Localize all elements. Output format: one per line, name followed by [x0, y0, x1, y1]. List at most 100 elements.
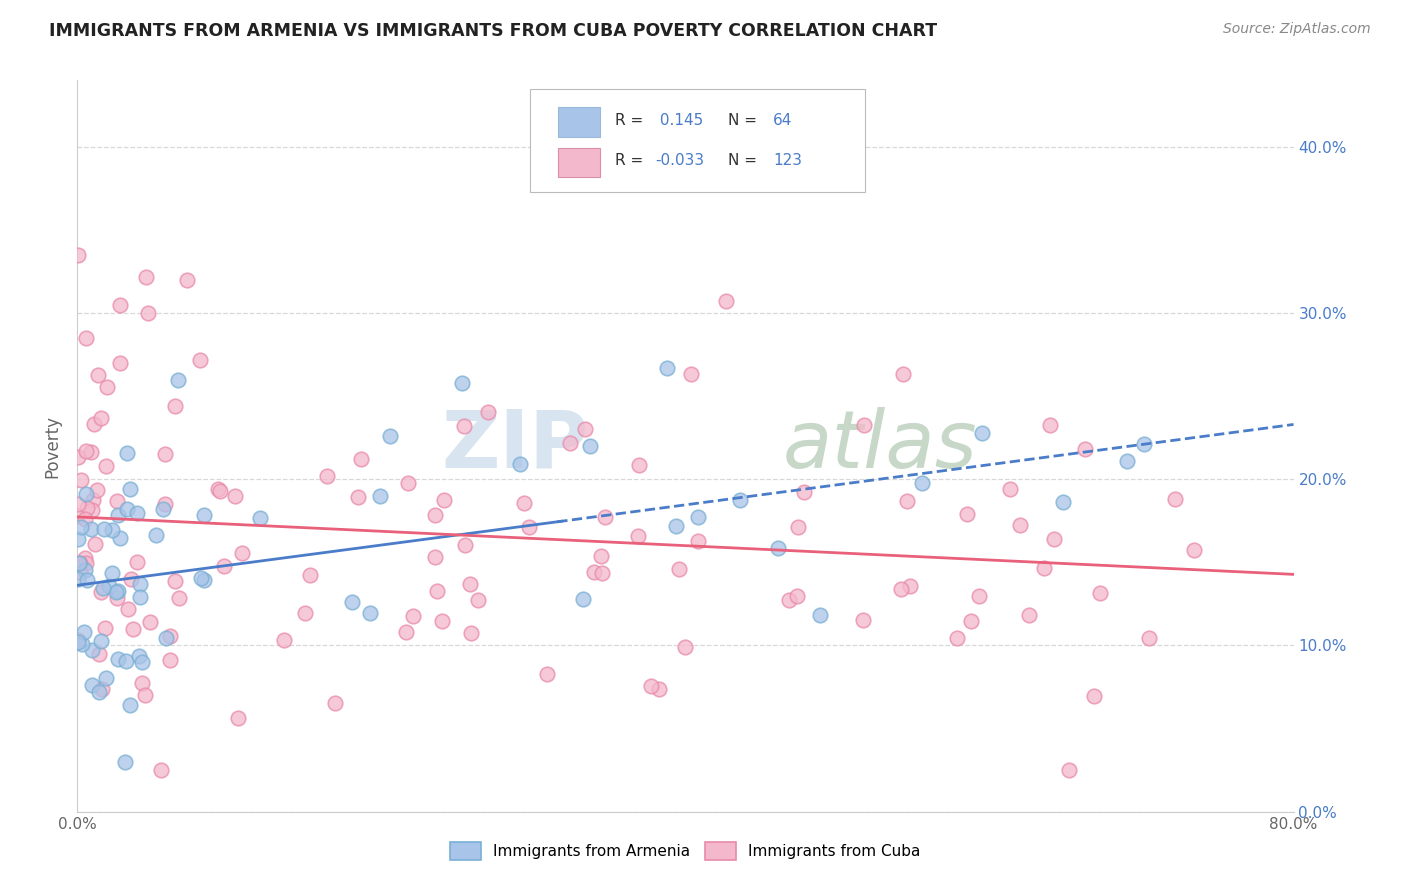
Point: [423, 508, 446, 522]
Point: [793, 484, 815, 499]
Point: [454, 538, 477, 552]
Point: [786, 519, 808, 533]
Point: [75, 444, 97, 458]
Point: [560, 436, 582, 450]
Point: [66, 248, 89, 262]
Point: [128, 649, 150, 664]
Point: [298, 567, 321, 582]
Text: IMMIGRANTS FROM ARMENIA VS IMMIGRANTS FROM CUBA POVERTY CORRELATION CHART: IMMIGRANTS FROM ARMENIA VS IMMIGRANTS FR…: [49, 22, 938, 40]
Point: [108, 298, 131, 312]
Point: [190, 571, 212, 585]
Point: [477, 405, 499, 419]
Point: [83, 417, 105, 432]
Point: [688, 534, 710, 549]
Point: [193, 508, 215, 523]
Point: [896, 493, 918, 508]
Text: Source: ZipAtlas.com: Source: ZipAtlas.com: [1223, 22, 1371, 37]
Point: [94, 621, 117, 635]
Point: [176, 273, 198, 287]
Point: [118, 483, 141, 497]
Point: [998, 482, 1021, 496]
Text: N =: N =: [728, 153, 762, 169]
Point: [425, 550, 447, 565]
Point: [155, 497, 177, 511]
Point: [460, 626, 482, 640]
Point: [591, 566, 613, 580]
Point: [591, 549, 613, 563]
Point: [1052, 495, 1074, 509]
Point: [127, 555, 149, 569]
Point: [574, 421, 596, 435]
Point: [1074, 442, 1097, 456]
Point: [628, 458, 651, 473]
Point: [402, 608, 425, 623]
Point: [131, 676, 153, 690]
Point: [149, 763, 172, 777]
Point: [105, 591, 128, 605]
Point: [115, 445, 138, 459]
Point: [83, 537, 105, 551]
Point: [593, 509, 616, 524]
Point: [138, 306, 160, 320]
Point: [153, 447, 176, 461]
Point: [627, 529, 650, 543]
Point: [90, 681, 112, 696]
Point: [323, 696, 346, 710]
Point: [115, 654, 138, 668]
Point: [105, 585, 128, 599]
Point: [100, 566, 122, 580]
Point: [69, 565, 91, 579]
Point: [582, 565, 605, 579]
Point: [90, 584, 112, 599]
Point: [94, 672, 117, 686]
Point: [655, 361, 678, 376]
Legend: Immigrants from Armenia, Immigrants from Cuba: Immigrants from Armenia, Immigrants from…: [444, 837, 927, 866]
Point: [107, 508, 129, 523]
Point: [129, 590, 152, 604]
Point: [852, 613, 875, 627]
Point: [208, 484, 231, 499]
Point: [359, 606, 381, 620]
Point: [467, 593, 489, 607]
Point: [145, 528, 167, 542]
Point: [118, 698, 141, 712]
Text: 0.145: 0.145: [655, 113, 703, 128]
Point: [673, 640, 696, 654]
Point: [433, 492, 456, 507]
Point: [315, 468, 337, 483]
Point: [766, 541, 789, 555]
Point: [460, 577, 482, 591]
Point: [87, 648, 110, 662]
Point: [110, 532, 132, 546]
Point: [970, 426, 993, 441]
Point: [1184, 543, 1206, 558]
Point: [122, 622, 145, 636]
Bar: [558, 147, 600, 177]
Point: [129, 576, 152, 591]
Point: [347, 490, 370, 504]
Text: 64: 64: [773, 113, 793, 128]
Point: [163, 399, 186, 413]
Point: [513, 496, 536, 510]
Point: [1057, 763, 1080, 777]
Point: [640, 679, 662, 693]
Point: [956, 507, 979, 521]
Point: [117, 602, 139, 616]
Point: [808, 608, 831, 623]
Point: [340, 595, 363, 609]
Point: [115, 501, 138, 516]
Text: R =: R =: [614, 113, 648, 128]
Point: [778, 593, 800, 607]
Point: [714, 293, 737, 308]
Point: [70, 637, 93, 651]
Point: [207, 482, 229, 496]
Point: [80, 643, 103, 657]
Point: [249, 510, 271, 524]
Point: [451, 376, 474, 390]
Point: [69, 556, 91, 570]
Point: [125, 506, 148, 520]
Point: [665, 518, 688, 533]
Text: R =: R =: [614, 153, 648, 169]
Point: [517, 520, 540, 534]
Text: -0.033: -0.033: [655, 153, 704, 169]
